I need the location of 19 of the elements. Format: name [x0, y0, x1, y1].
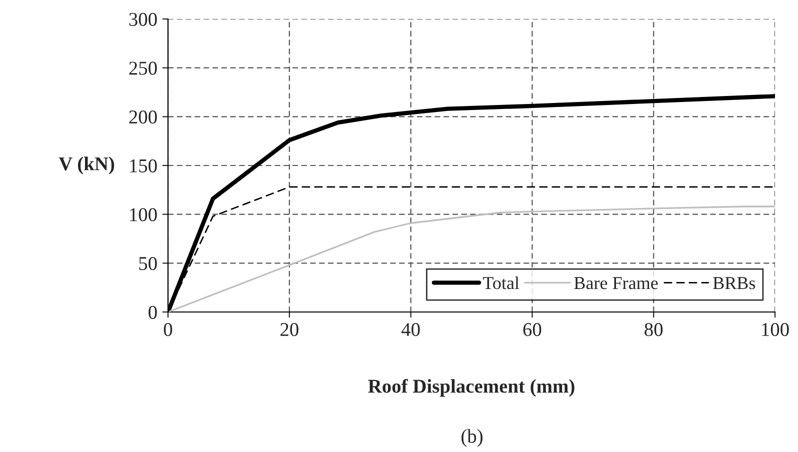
- legend-label: Total: [482, 276, 520, 290]
- y-tick-label: 100: [130, 208, 157, 222]
- y-tick-label: 250: [129, 62, 157, 75]
- legend-label: BRBs: [713, 277, 756, 290]
- text: (b): [462, 429, 482, 447]
- x-tick-label: 40: [401, 322, 420, 336]
- y-axis-title: V (kN): [58, 156, 114, 174]
- x-tick-label: 20: [280, 322, 298, 336]
- x-tick-label: 60: [523, 322, 542, 336]
- x-tick-label: 80: [644, 322, 663, 336]
- legend-label: Bare Frame: [574, 277, 658, 290]
- y-tick-label: 0: [148, 306, 157, 319]
- y-tick-label: 50: [139, 256, 157, 270]
- y-tick-label: 300: [129, 12, 157, 26]
- y-tick-label: 200: [129, 110, 157, 124]
- x-tick-label: 100: [762, 322, 789, 336]
- y-tick-label: 150: [130, 159, 157, 172]
- x-tick-label: 0: [164, 322, 172, 336]
- x-axis-title: Roof Displacement (mm): [368, 378, 574, 397]
